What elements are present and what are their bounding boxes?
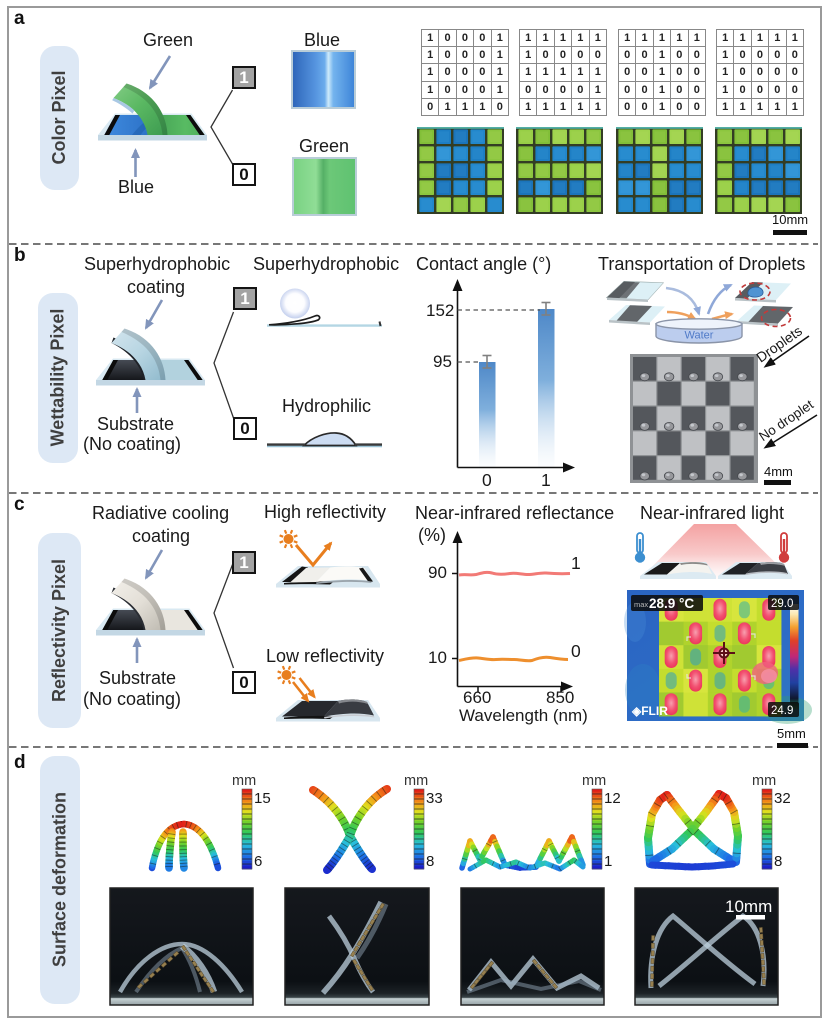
svg-text:29.0: 29.0 — [771, 598, 793, 610]
svg-text:◈FLIR: ◈FLIR — [631, 704, 668, 718]
svg-text:28.9 °C: 28.9 °C — [649, 596, 694, 611]
svg-text:24.9: 24.9 — [771, 705, 793, 717]
svg-text:Water: Water — [685, 330, 714, 342]
svg-text:10mm: 10mm — [725, 897, 772, 916]
svg-text:max: max — [634, 600, 648, 609]
